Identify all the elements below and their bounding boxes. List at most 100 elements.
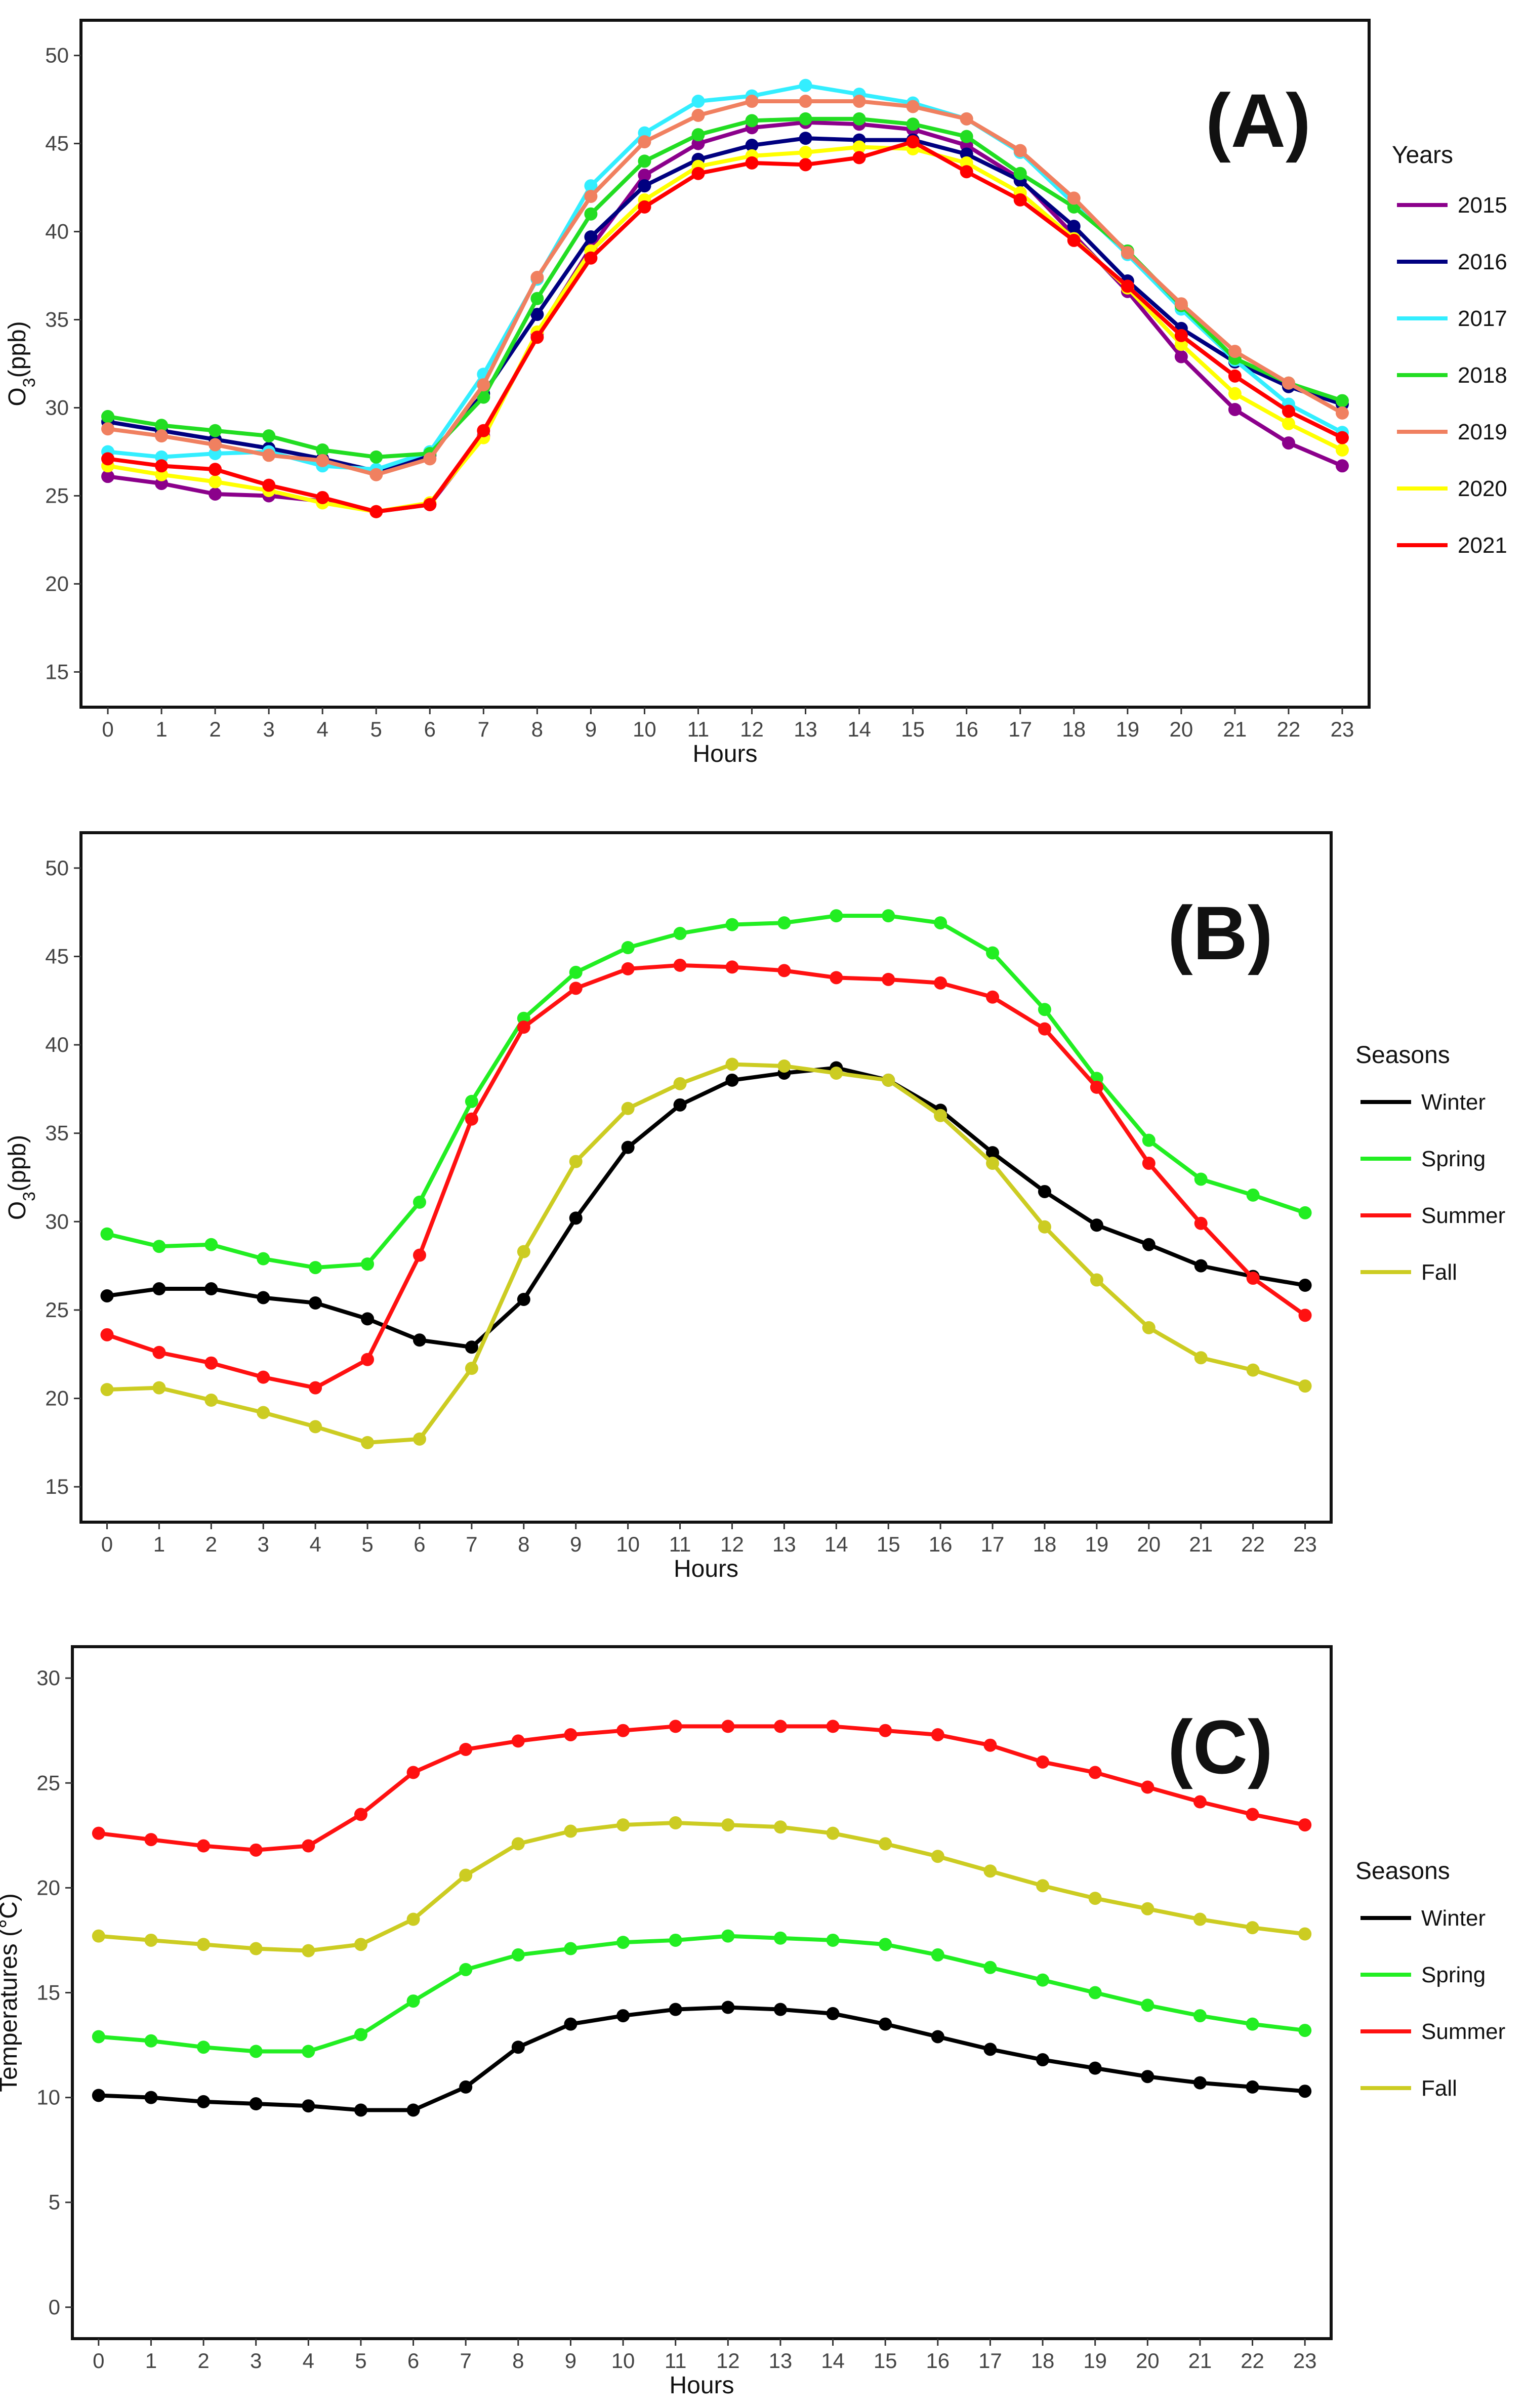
chart-2-point-fall bbox=[564, 1824, 578, 1838]
chart-0-point-2021 bbox=[1121, 279, 1134, 293]
chart-2-point-winter bbox=[1298, 2085, 1312, 2098]
chart-2-point-winter bbox=[302, 2099, 315, 2113]
chart-2-point-summer bbox=[983, 1738, 997, 1752]
chart-2-point-fall bbox=[249, 1942, 263, 1955]
chart-1-point-winter bbox=[517, 1292, 530, 1306]
chart-2-x-tick-label: 13 bbox=[769, 2349, 793, 2373]
chart-1-panel-label: (B) bbox=[1168, 890, 1273, 975]
chart-0-point-2019 bbox=[262, 448, 276, 462]
chart-1-point-summer bbox=[413, 1248, 426, 1262]
chart-2-point-winter bbox=[197, 2095, 211, 2108]
chart-1-point-summer bbox=[517, 1021, 530, 1034]
chart-0-x-tick-label: 17 bbox=[1008, 717, 1032, 741]
chart-1-x-tick-label: 16 bbox=[929, 1532, 953, 1556]
chart-2-point-fall bbox=[773, 1820, 787, 1834]
chart-1-point-spring bbox=[152, 1240, 166, 1253]
chart-1-point-winter bbox=[673, 1098, 687, 1112]
chart-0-x-tick-label: 13 bbox=[794, 717, 817, 741]
chart-2-series-line-summer bbox=[96, 1724, 1307, 1852]
chart-1-point-spring bbox=[986, 946, 1000, 960]
chart-0-y-tick-label: 35 bbox=[45, 308, 69, 332]
chart-0-legend-label: 2020 bbox=[1458, 476, 1507, 501]
chart-1-point-spring bbox=[1142, 1133, 1156, 1147]
chart-1-series-line-spring bbox=[105, 914, 1307, 1270]
chart-2-point-winter bbox=[564, 2017, 578, 2031]
chart-2-point-spring bbox=[669, 1933, 682, 1947]
chart-2-point-spring bbox=[931, 1948, 944, 1962]
chart-2-point-spring bbox=[459, 1963, 473, 1976]
chart-2-point-spring bbox=[1193, 2009, 1207, 2023]
chart-2-point-fall bbox=[302, 1944, 315, 1957]
chart-0-point-2019 bbox=[691, 108, 705, 122]
chart-0-x-tick-label: 0 bbox=[102, 717, 113, 741]
chart-1-point-summer bbox=[100, 1328, 114, 1341]
chart-0-y-tick-label: 30 bbox=[45, 395, 69, 419]
chart-0-point-2019 bbox=[1282, 376, 1295, 390]
chart-1-x-tick-label: 22 bbox=[1241, 1532, 1265, 1556]
chart-2-point-summer bbox=[669, 1720, 682, 1733]
chart-0-y-axis-title: O3(ppb) bbox=[4, 321, 39, 406]
chart-1-point-fall bbox=[361, 1436, 375, 1449]
chart-0-y-tick-label: 50 bbox=[45, 44, 69, 67]
chart-2-point-fall bbox=[511, 1837, 525, 1851]
chart-0-point-2018 bbox=[155, 419, 169, 432]
chart-2-x-tick-label: 2 bbox=[197, 2349, 209, 2373]
chart-1-point-spring bbox=[1246, 1188, 1260, 1202]
chart-0-x-tick-label: 18 bbox=[1062, 717, 1086, 741]
chart-0-series-line-2017 bbox=[106, 83, 1344, 472]
chart-1-point-spring bbox=[934, 916, 947, 930]
chart-1-point-fall bbox=[725, 1057, 739, 1071]
chart-2-point-winter bbox=[354, 2103, 367, 2117]
chart-1-point-winter bbox=[1038, 1185, 1051, 1198]
chart-1-point-fall bbox=[621, 1101, 635, 1115]
chart-0-point-2018 bbox=[799, 112, 812, 126]
chart-0-x-tick-label: 16 bbox=[955, 717, 978, 741]
chart-0-point-2021 bbox=[369, 505, 383, 518]
chart-0-point-2015 bbox=[1335, 459, 1349, 473]
chart-1-point-summer bbox=[830, 971, 843, 985]
chart-0-point-2018 bbox=[101, 410, 115, 423]
chart-2-point-spring bbox=[302, 2045, 315, 2058]
chart-2-point-spring bbox=[564, 1942, 578, 1955]
chart-1-point-fall bbox=[309, 1420, 322, 1434]
chart-1-point-spring bbox=[830, 909, 843, 923]
chart-0-point-2020 bbox=[1228, 387, 1242, 400]
chart-0-point-2018 bbox=[584, 207, 598, 221]
chart-0-x-tick-label: 10 bbox=[633, 717, 656, 741]
chart-1-point-fall bbox=[1038, 1220, 1051, 1234]
chart-2-point-summer bbox=[826, 1720, 840, 1733]
chart-1-point-winter bbox=[309, 1296, 322, 1310]
chart-1-point-summer bbox=[1038, 1022, 1051, 1036]
chart-2-x-tick-label: 16 bbox=[926, 2349, 950, 2373]
chart-2-point-winter bbox=[92, 2089, 105, 2102]
chart-1-x-tick-label: 1 bbox=[153, 1532, 165, 1556]
chart-2-panel-label: (C) bbox=[1168, 1704, 1273, 1789]
chart-0-point-2018 bbox=[369, 450, 383, 464]
chart-2-point-spring bbox=[144, 2034, 158, 2048]
chart-0-point-2018 bbox=[477, 390, 490, 404]
chart-2-point-winter bbox=[1088, 2061, 1102, 2075]
chart-1-x-tick-label: 11 bbox=[669, 1532, 691, 1556]
chart-0-plot-frame bbox=[79, 19, 1371, 709]
chart-1-point-summer bbox=[569, 982, 583, 995]
chart-1-point-fall bbox=[569, 1155, 583, 1168]
chart-1-x-axis-title: Hours bbox=[674, 1556, 738, 1582]
chart-2-point-spring bbox=[1246, 2017, 1259, 2031]
chart-2-y-tick-label: 10 bbox=[36, 2086, 60, 2109]
chart-2-point-fall bbox=[1141, 1902, 1154, 1915]
chart-1-point-winter bbox=[152, 1282, 166, 1296]
chart-2-y-tick-label: 15 bbox=[36, 1981, 60, 2005]
chart-1-point-fall bbox=[517, 1245, 530, 1258]
chart-0-x-tick-label: 1 bbox=[155, 717, 167, 741]
chart-0-x-tick-label: 22 bbox=[1277, 717, 1301, 741]
chart-0-point-2015 bbox=[1282, 436, 1295, 450]
chart-2-point-summer bbox=[144, 1833, 158, 1847]
chart-2-point-summer bbox=[564, 1728, 578, 1741]
chart-1-point-summer bbox=[465, 1112, 478, 1126]
chart-0-point-2017 bbox=[584, 179, 598, 193]
chart-2-legend-label: Spring bbox=[1421, 1963, 1486, 1987]
chart-2-series-line-fall bbox=[96, 1820, 1307, 1953]
chart-2-point-spring bbox=[354, 2028, 367, 2042]
chart-1-series-line-fall bbox=[105, 1062, 1307, 1445]
chart-1-point-spring bbox=[777, 916, 791, 930]
